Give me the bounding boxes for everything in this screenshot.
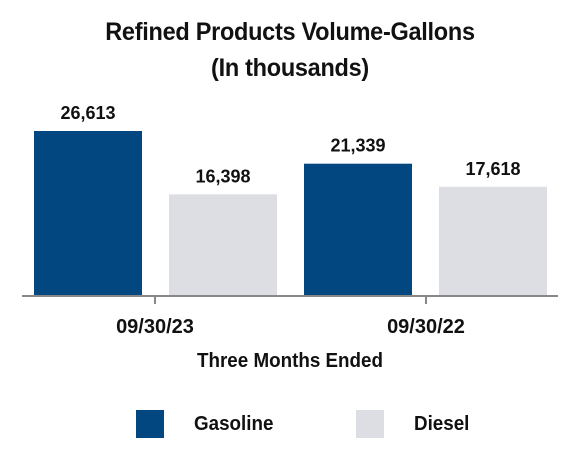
chart-title-block: Refined Products Volume-Gallons (In thou… [0, 14, 580, 86]
data-label-diesel-1: 17,618 [465, 159, 520, 179]
x-tick-label-1: 09/30/22 [387, 316, 465, 338]
legend-label-gasoline: Gasoline [194, 412, 274, 435]
data-label-gasoline-1: 21,339 [330, 136, 385, 156]
legend-item-gasoline: Gasoline [136, 410, 278, 438]
data-label-gasoline-0: 26,613 [60, 103, 115, 123]
legend-label-diesel: Diesel [414, 412, 470, 435]
bar-diesel-1 [439, 186, 547, 296]
bar-gasoline-1 [304, 163, 412, 296]
legend-item-diesel: Diesel [356, 410, 473, 438]
legend-swatch-diesel [356, 410, 384, 438]
x-axis-title: Three Months Ended [197, 350, 383, 372]
bar-gasoline-0 [34, 130, 142, 296]
bar-chart: 26,613 21,339 16,398 17,618 09/30/23 09/30/22 [22, 103, 558, 338]
legend: Gasoline Diesel [0, 410, 580, 442]
x-tick-label-0: 09/30/23 [116, 316, 194, 338]
chart-title: Refined Products Volume-Gallons [105, 18, 475, 46]
legend-swatch-gasoline [136, 410, 164, 438]
bar-diesel-0 [169, 194, 277, 296]
data-label-diesel-0: 16,398 [195, 166, 250, 186]
chart-subtitle: (In thousands) [211, 54, 369, 82]
